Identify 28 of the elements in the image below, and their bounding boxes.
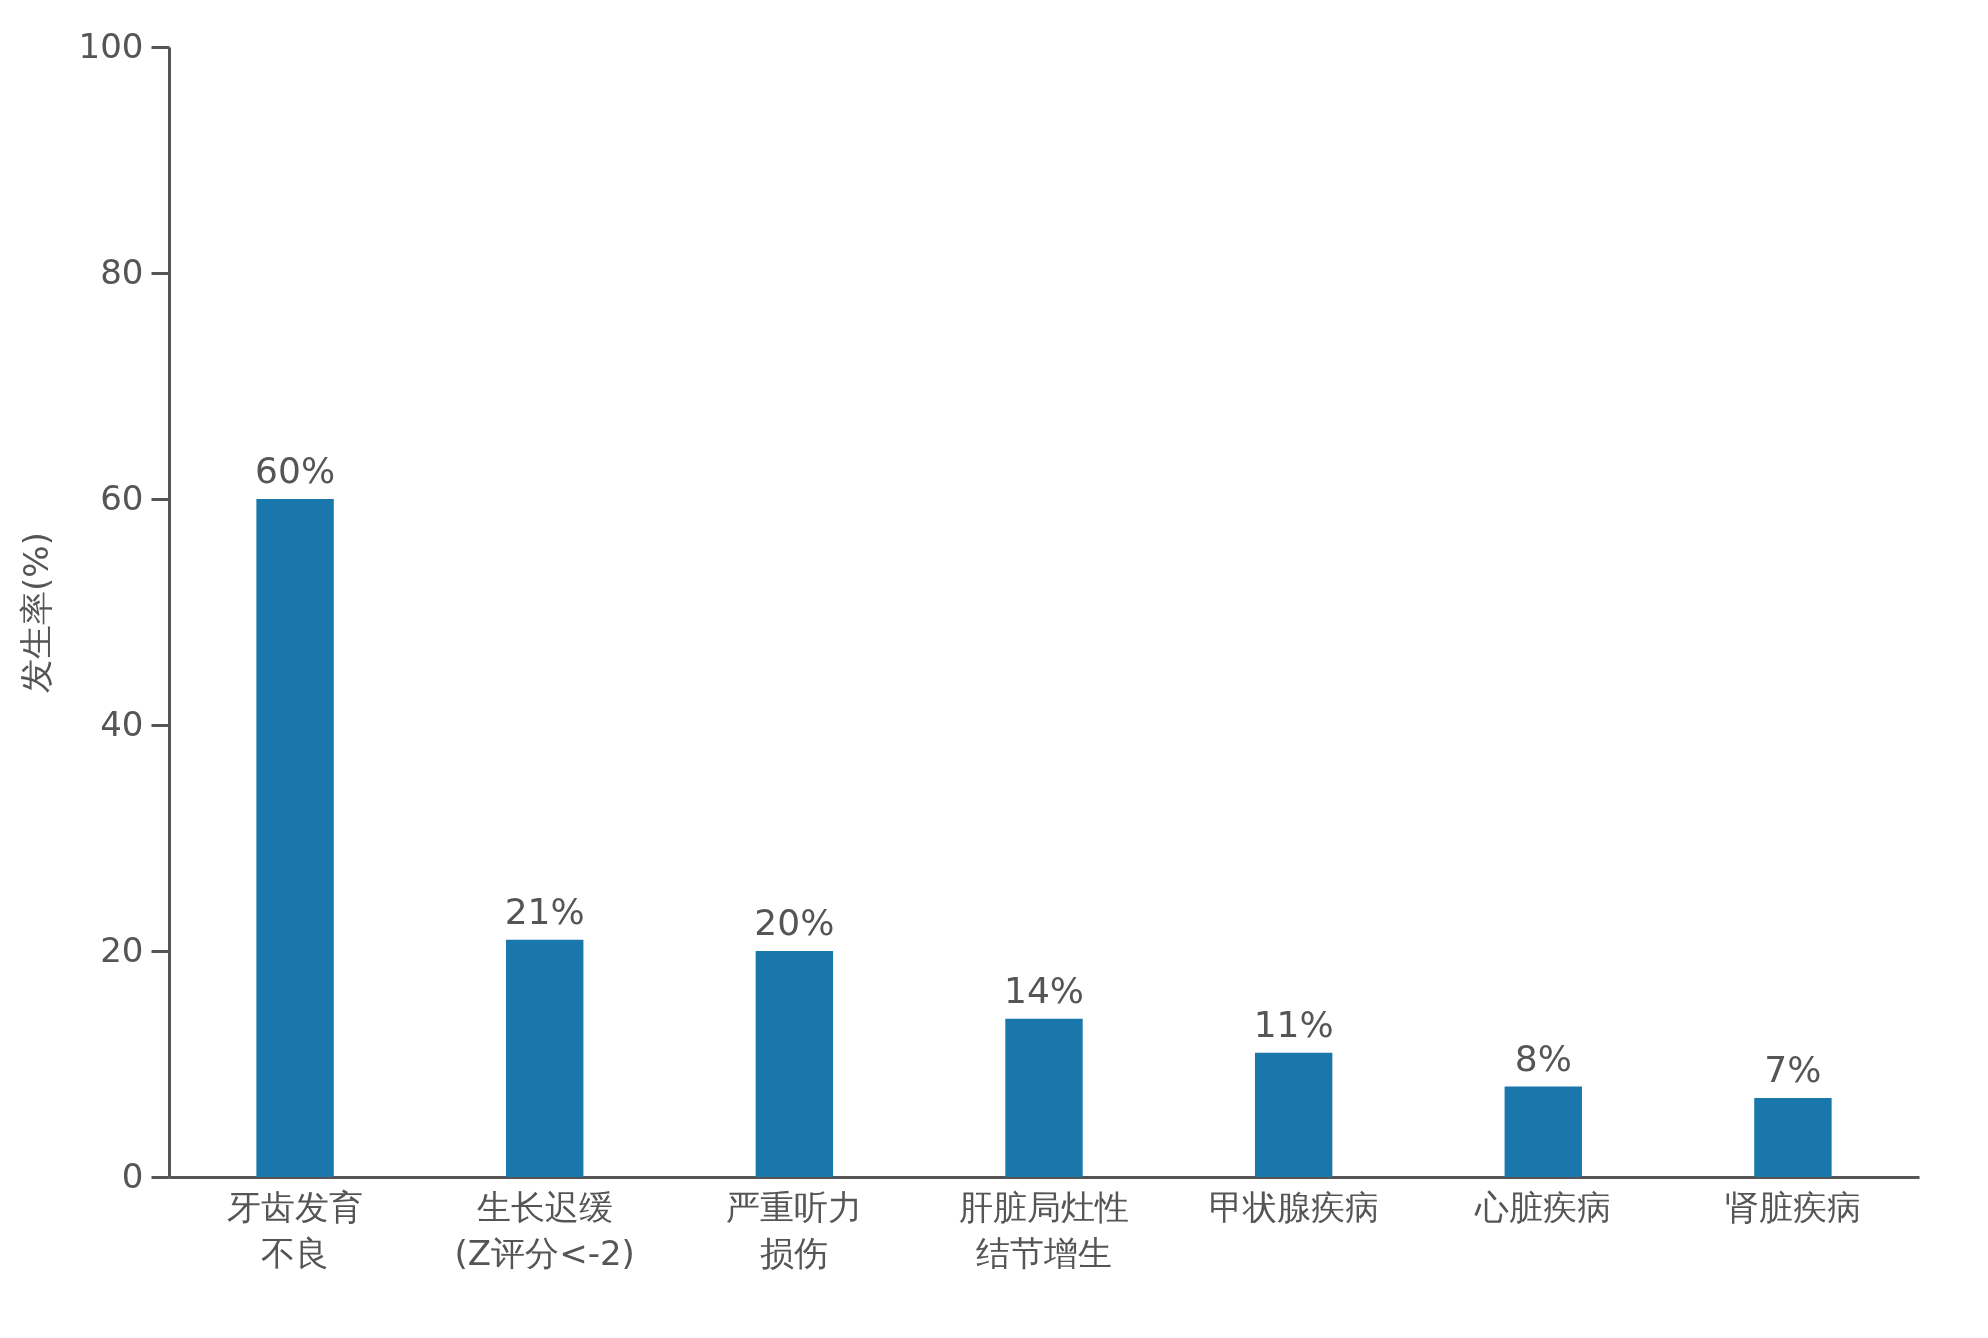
x-tick-label: 严重听力损伤 bbox=[726, 1186, 863, 1273]
y-tick-label: 100 bbox=[78, 25, 144, 66]
x-tick-label: 肝脏局灶性结节增生 bbox=[959, 1186, 1129, 1273]
bar bbox=[755, 951, 834, 1177]
bar bbox=[256, 499, 334, 1177]
x-tick-label: 心脏疾病 bbox=[1474, 1186, 1612, 1227]
x-tick-label: 肾脏疾病 bbox=[1724, 1186, 1861, 1227]
bar bbox=[1754, 1097, 1832, 1177]
data-label: 8% bbox=[1514, 1037, 1572, 1079]
data-label: 60% bbox=[255, 450, 336, 491]
x-tick-label: 牙齿发育不良 bbox=[227, 1186, 364, 1273]
y-tick-label: 80 bbox=[100, 251, 144, 292]
data-label: 11% bbox=[1253, 1003, 1334, 1045]
bar bbox=[1005, 1018, 1083, 1177]
y-tick-label: 60 bbox=[100, 477, 144, 518]
bar bbox=[506, 939, 584, 1177]
y-axis-title: 发生率(%) bbox=[15, 532, 56, 693]
data-label: 7% bbox=[1764, 1048, 1822, 1090]
x-tick-label: 甲状腺疾病 bbox=[1208, 1186, 1379, 1227]
data-label: 21% bbox=[504, 890, 585, 932]
bar bbox=[1504, 1086, 1582, 1177]
x-tick-label: 生长迟缓(Z评分<-2) bbox=[454, 1186, 635, 1273]
data-label: 20% bbox=[754, 902, 835, 943]
y-tick-label: 0 bbox=[121, 1155, 144, 1196]
data-label: 14% bbox=[1003, 969, 1085, 1011]
bar bbox=[1254, 1052, 1333, 1177]
y-tick-label: 20 bbox=[100, 929, 144, 970]
y-tick-label: 40 bbox=[100, 703, 144, 744]
